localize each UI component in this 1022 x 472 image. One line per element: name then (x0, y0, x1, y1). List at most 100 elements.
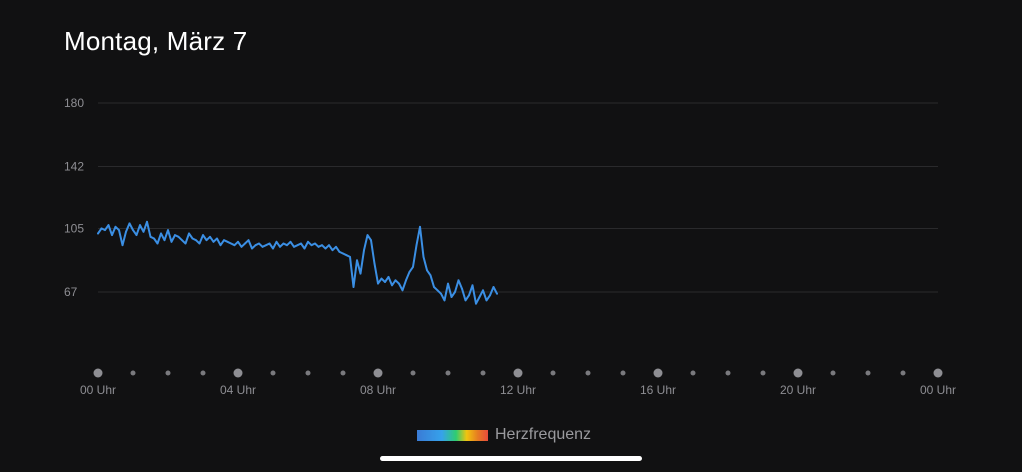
data-point (121, 244, 124, 247)
x-tick-label: 20 Uhr (780, 383, 816, 397)
data-point (440, 292, 442, 295)
x-minor-dot (445, 370, 451, 376)
data-point (195, 239, 197, 242)
data-point (485, 299, 488, 302)
data-point (237, 240, 239, 243)
data-point (254, 244, 257, 247)
data-point (149, 235, 152, 238)
data-point (216, 237, 218, 240)
data-point (247, 239, 250, 242)
x-minor-dot (130, 370, 136, 376)
data-point (142, 230, 145, 233)
y-tick-label: 142 (64, 160, 84, 174)
x-minor-dot (725, 370, 731, 376)
legend: Herzfrequenz (417, 426, 591, 444)
data-point (230, 242, 232, 245)
data-point (419, 225, 421, 228)
data-point (258, 242, 260, 245)
data-point (202, 234, 204, 237)
data-point (415, 244, 418, 247)
data-point (436, 289, 439, 292)
data-point (391, 284, 393, 287)
data-point (314, 242, 316, 245)
data-point (282, 242, 285, 245)
data-point (345, 254, 348, 257)
data-point (464, 299, 467, 302)
data-point (454, 291, 456, 293)
y-tick-label: 105 (64, 221, 84, 235)
data-point (363, 249, 365, 252)
data-point (135, 234, 138, 237)
x-minor-dot (585, 370, 591, 376)
data-point (170, 240, 173, 243)
data-point (205, 239, 208, 242)
data-point (163, 239, 166, 242)
data-point (139, 224, 141, 226)
data-point (160, 232, 162, 235)
x-major-dot (933, 368, 943, 378)
data-point (146, 220, 148, 223)
data-point (489, 294, 491, 297)
data-point (310, 244, 313, 247)
data-point (321, 244, 323, 247)
x-major-dot (233, 368, 243, 378)
x-minor-dot (410, 370, 416, 376)
data-point (118, 229, 120, 232)
data-point (279, 245, 281, 248)
data-point (475, 302, 477, 305)
data-point (153, 237, 155, 240)
data-point (188, 232, 190, 235)
x-tick-label: 00 Uhr (920, 383, 956, 397)
data-point (471, 284, 474, 287)
x-tick-label: 12 Uhr (500, 383, 536, 397)
data-point (251, 247, 253, 250)
data-point (380, 277, 383, 280)
x-minor-dot (690, 370, 696, 376)
data-point (268, 242, 271, 245)
data-point (198, 242, 201, 245)
x-minor-dot (305, 370, 311, 376)
data-point (412, 266, 414, 268)
data-point (209, 235, 211, 238)
x-minor-dot (200, 370, 206, 376)
data-point (422, 255, 425, 258)
x-minor-dot (480, 370, 486, 376)
data-point (342, 252, 344, 255)
x-tick-label: 04 Uhr (220, 383, 256, 397)
x-minor-dot (865, 370, 871, 376)
data-point (244, 242, 246, 245)
data-point (125, 230, 127, 233)
x-minor-dot (760, 370, 766, 376)
data-point (408, 271, 411, 273)
data-point (496, 292, 498, 295)
data-point (384, 281, 386, 283)
data-point (317, 245, 320, 248)
data-point (181, 239, 183, 242)
data-point (356, 259, 358, 262)
data-point (293, 245, 295, 248)
data-point (289, 240, 292, 243)
data-point (177, 235, 180, 238)
x-tick-label: 00 Uhr (80, 383, 116, 397)
data-point (429, 274, 432, 277)
data-point (261, 245, 264, 248)
home-indicator[interactable] (380, 456, 642, 461)
data-point (219, 244, 222, 247)
data-point (114, 225, 117, 228)
data-point (328, 244, 330, 247)
data-point (240, 245, 243, 248)
data-point (272, 247, 274, 250)
data-point (107, 224, 110, 226)
data-point (132, 229, 134, 232)
legend-label: Herzfrequenz (495, 426, 592, 443)
data-point (443, 299, 446, 302)
data-point (226, 240, 229, 243)
y-tick-label: 67 (64, 285, 78, 299)
data-point (352, 286, 355, 288)
x-tick-label: 08 Uhr (360, 383, 396, 397)
data-point (212, 240, 215, 243)
data-point (370, 239, 372, 242)
legend-gradient-swatch (417, 429, 488, 441)
data-point (128, 222, 131, 225)
